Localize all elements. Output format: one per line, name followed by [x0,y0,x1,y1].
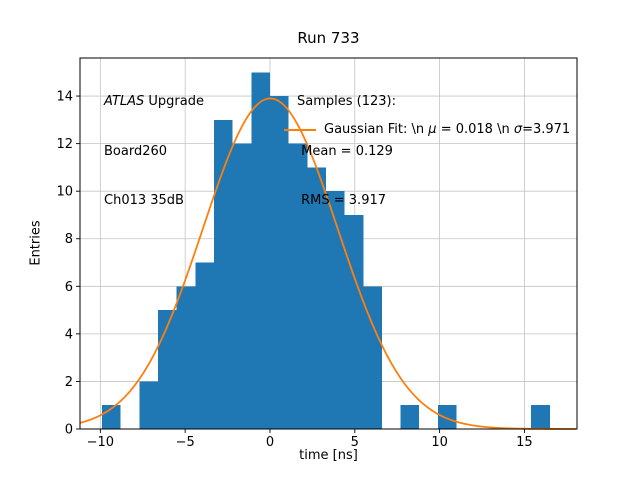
histogram-bar [531,405,550,429]
legend-text-part: Gaussian Fit: \n [324,122,429,137]
histogram-bar [251,72,270,430]
y-tick-label: 10 [56,185,73,200]
y-tick-label: 8 [65,232,73,247]
axes-frame [79,57,578,430]
histogram-bar [400,405,420,429]
histogram-bar [139,381,159,429]
legend-line-sample [284,128,316,131]
legend-label: Gaussian Fit: \n μ = 0.018 \n σ=3.971 [324,122,570,137]
histogram-bar [307,167,326,429]
annotation-board: Board260 [104,143,168,159]
x-axis-label: time [ns] [299,448,358,463]
histogram-bar [363,286,382,429]
histogram-bar [176,286,196,429]
histogram-bar [195,262,215,429]
histogram-bar [437,405,457,429]
y-tick-label: 2 [65,375,73,390]
legend-greek-symbol: σ [513,122,523,137]
annotation-samples: Samples (123): Mean = 0.129 RMS = 3.917 [297,61,396,243]
legend: Gaussian Fit: \n μ = 0.018 \n σ=3.971 [284,122,570,137]
samples-mean: Mean = 0.129 [297,143,393,159]
histogram-bar [214,119,233,429]
annotation-atlas-line1: ATLAS Upgrade [104,94,204,111]
grid-lines [80,58,577,430]
annotation-channel: Ch013 35dB [104,193,184,208]
y-axis-label: Entries [28,220,44,266]
x-tick-label: −5 [176,435,195,450]
y-tick-label: 6 [65,280,73,295]
samples-title: Samples (123): [297,94,396,109]
x-tick-label: 15 [516,435,533,450]
axis-ticks [76,95,525,433]
annotation-atlas: ATLAS Upgrade Board260 Ch013 35dB [104,61,204,243]
x-tick-label: 10 [431,435,448,450]
legend-text-part: =3.971 [522,122,571,137]
gaussian-fit-curve [79,97,577,430]
atlas-rest-text: Upgrade [144,94,204,109]
legend-text-part: = 0.018 \n [436,122,514,137]
tick-labels: −10 −5 0 5 10 15 0 2 4 6 8 10 12 14 [56,90,532,450]
histogram-bar [158,310,177,429]
x-tick-label: −10 [87,435,114,450]
y-tick-label: 14 [56,90,73,105]
histogram-bar [325,191,345,429]
histogram-bar [344,214,364,429]
histogram-bar [288,143,308,429]
histogram-bars [102,72,550,430]
x-tick-label: 0 [266,435,274,450]
x-tick-label: 5 [351,435,359,450]
samples-rms: RMS = 3.917 [297,193,387,208]
y-tick-label: 0 [65,423,73,438]
histogram-bar [232,143,252,429]
legend-greek-symbol: μ [428,122,437,137]
atlas-italic-text: ATLAS [104,94,145,109]
chart-title: Run 733 [297,29,360,47]
y-tick-label: 4 [65,327,73,342]
y-tick-label: 12 [56,137,73,152]
histogram-bar [269,96,289,430]
